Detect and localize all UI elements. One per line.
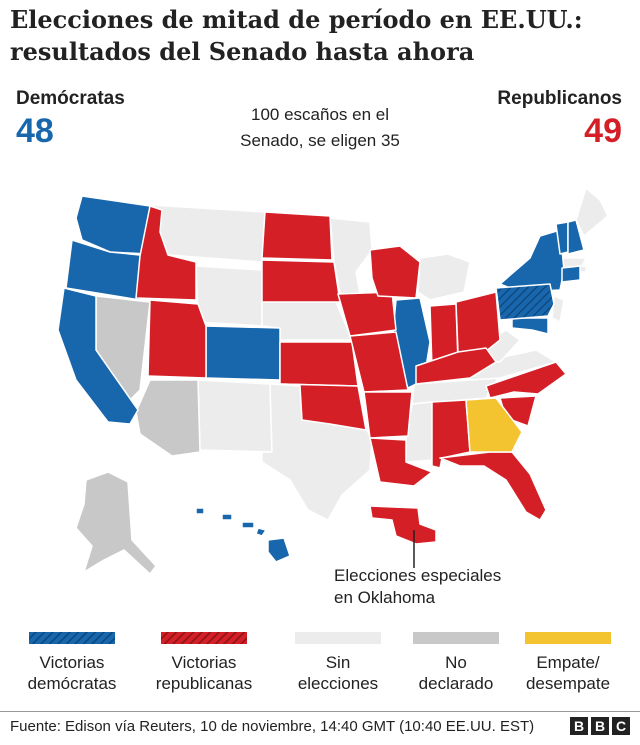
state-ky <box>415 347 497 385</box>
legend-label-line1: Sin <box>325 653 351 672</box>
state-md <box>511 317 549 335</box>
state-ct <box>561 265 581 283</box>
legend-swatch-democrat <box>29 632 115 644</box>
senate-note-line-1: 100 escaños en el <box>251 105 389 124</box>
state-nh <box>567 219 585 255</box>
state-hi-ri <box>579 265 587 273</box>
state-id <box>135 205 197 301</box>
legend-label-line1: Victorias <box>39 653 105 672</box>
democrats-label: Demócratas <box>16 88 125 109</box>
legend-label-line1: No <box>445 653 467 672</box>
chart-title: Elecciones de mitad de período en EE.UU.… <box>10 4 630 68</box>
legend-label-line1: Empate/ <box>536 653 600 672</box>
legend-label-line2: declarado <box>418 674 494 693</box>
legend-label-line1: Victorias <box>171 653 237 672</box>
legend: Victorias demócratas Victorias republica… <box>0 632 640 702</box>
state-fl <box>439 451 547 521</box>
state-oh <box>455 291 501 357</box>
state-ks <box>279 341 359 387</box>
legend-label-line2: elecciones <box>297 674 379 693</box>
legend-no-elections: Sin elecciones <box>280 632 396 694</box>
footer-divider <box>0 711 640 712</box>
state-la <box>369 437 433 487</box>
republicans-label: Republicanos <box>497 88 622 109</box>
title-line-2: resultados del Senado hasta ahora <box>10 37 475 66</box>
state-ok <box>279 383 367 431</box>
senate-seats-note: 100 escaños en el Senado, se eligen 35 <box>210 102 430 154</box>
title-line-1: Elecciones de mitad de período en EE.UU.… <box>10 5 583 34</box>
legend-label-line2: desempate <box>525 674 611 693</box>
state-mo <box>349 331 409 393</box>
oklahoma-special-note: Elecciones especiales en Oklahoma <box>334 565 501 609</box>
state-wi <box>369 245 421 299</box>
state-nj <box>551 295 565 323</box>
bbc-logo: B B C <box>570 717 630 735</box>
state-ca <box>57 287 139 425</box>
state-nm <box>197 379 273 453</box>
state-ut <box>147 299 207 379</box>
legend-undeclared: No declarado <box>398 632 514 694</box>
oklahoma-note-line-2: en Oklahoma <box>334 588 436 607</box>
legend-swatch-no-elections <box>295 632 381 644</box>
state-ar <box>363 391 413 439</box>
state-az <box>135 379 201 457</box>
state-hi <box>195 507 291 563</box>
state-nd <box>261 211 333 261</box>
republicans-count: 49 <box>584 112 622 150</box>
state-ok-special <box>369 505 437 545</box>
legend-swatch-undeclared <box>413 632 499 644</box>
senate-note-line-2: Senado, se eligen 35 <box>240 131 400 150</box>
state-sd <box>261 259 341 303</box>
legend-republican-wins: Victorias republicanas <box>146 632 262 694</box>
state-ny <box>499 229 565 293</box>
legend-democrat-wins: Victorias demócratas <box>14 632 130 694</box>
state-ga <box>465 397 523 453</box>
state-ak <box>75 471 157 575</box>
state-me <box>575 187 609 237</box>
bbc-logo-letter: B <box>591 717 609 735</box>
state-mi <box>417 253 471 301</box>
democrats-count: 48 <box>16 112 54 150</box>
state-ia <box>337 291 397 337</box>
source-note: Fuente: Edison vía Reuters, 10 de noviem… <box>10 718 535 735</box>
legend-swatch-republican <box>161 632 247 644</box>
state-wy <box>195 265 263 327</box>
bbc-logo-letter: B <box>570 717 588 735</box>
legend-label-line2: demócratas <box>27 674 117 693</box>
us-senate-map <box>57 187 609 575</box>
legend-label-line2: republicanas <box>155 674 253 693</box>
bbc-logo-letter: C <box>612 717 630 735</box>
legend-swatch-runoff <box>525 632 611 644</box>
state-co <box>205 325 281 381</box>
state-pa <box>495 283 555 321</box>
legend-runoff: Empate/ desempate <box>510 632 626 694</box>
oklahoma-note-line-1: Elecciones especiales <box>334 566 502 585</box>
